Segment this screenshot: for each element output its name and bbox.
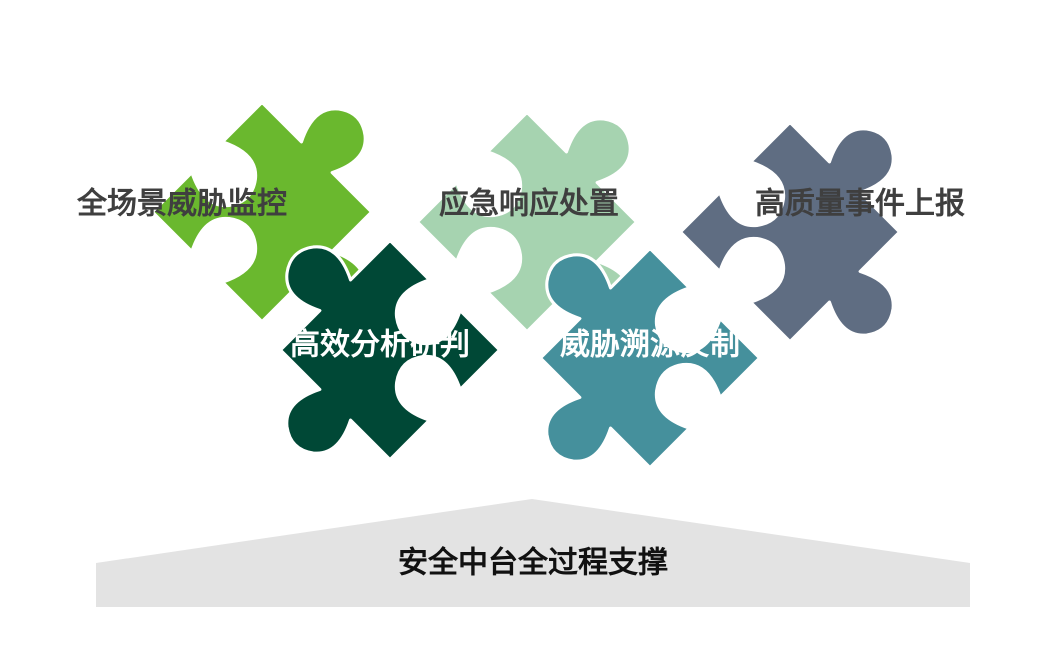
label-analysis: 高效分析研判 bbox=[290, 328, 470, 363]
foundation-band bbox=[96, 499, 970, 607]
foundation-label: 安全中台全过程支撑 bbox=[398, 546, 668, 581]
label-monitor: 全场景威胁监控 bbox=[76, 187, 287, 222]
label-trace: 威胁溯源反制 bbox=[560, 328, 740, 363]
label-report: 高质量事件上报 bbox=[755, 187, 965, 222]
label-response: 应急响应处置 bbox=[439, 187, 619, 222]
